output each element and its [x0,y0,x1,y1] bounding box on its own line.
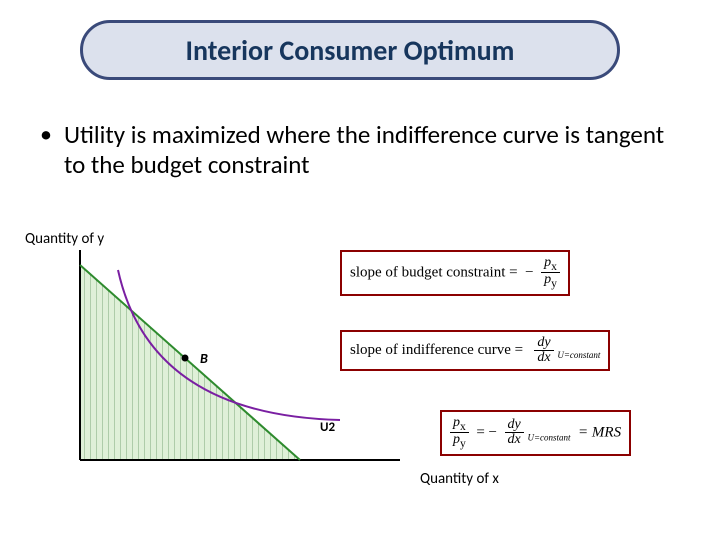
slide-title-box: Interior Consumer Optimum [80,20,620,80]
eq3-frac1: px py [450,416,469,450]
bullet-text: Utility is maximized where the indiffere… [64,120,680,180]
indiff-curve-label: U2 [320,420,335,435]
x-axis-label: Quantity of x [420,470,499,488]
eq2-lhs: slope of indifference curve = [350,342,523,358]
y-axis-label: Quantity of y [25,230,104,248]
slide-title: Interior Consumer Optimum [186,33,515,68]
eq3-rhs: = MRS [578,424,621,440]
eq3-frac2: dy dx [505,418,524,447]
eq1-lhs: slope of budget constraint = [350,264,518,280]
equation-indiff-slope: slope of indifference curve = dy dx U=co… [340,330,610,371]
eq2-note: U=constant [557,350,600,360]
bullet-marker: • [40,120,52,150]
eq1-frac: px py [541,256,560,290]
equation-mrs: px py = − dy dx U=constant = MRS [440,410,631,456]
equation-budget-slope: slope of budget constraint = − px py [340,250,570,296]
eq2-frac: dy dx [534,336,553,365]
eq3-note: U=constant [527,432,570,442]
tangent-point-label: B [200,350,208,367]
bullet-row: • Utility is maximized where the indiffe… [40,120,680,180]
